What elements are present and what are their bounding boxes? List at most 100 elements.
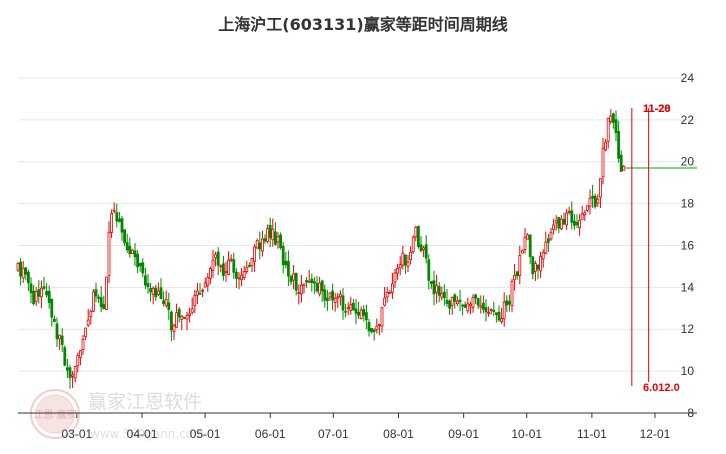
candle-down <box>149 288 153 293</box>
candle-up <box>21 267 25 279</box>
candle-up <box>502 301 506 320</box>
candle-down <box>66 367 69 371</box>
y-tick-label: 24 <box>681 71 695 85</box>
candle-down <box>60 335 64 345</box>
candle-up <box>71 374 74 377</box>
candle-up <box>604 141 607 151</box>
candle-up <box>107 231 111 276</box>
candle-up <box>393 272 397 283</box>
candle-up <box>112 209 116 212</box>
candle-down <box>427 259 431 281</box>
candle-up <box>180 315 184 320</box>
candle-up <box>307 280 311 283</box>
candle-down <box>120 218 124 233</box>
candle-down <box>118 218 121 222</box>
candle-up <box>596 198 600 204</box>
candle-down <box>403 254 407 266</box>
candle-up <box>401 252 405 266</box>
candle-up <box>521 249 524 254</box>
candle-down <box>154 287 158 298</box>
candle-up <box>175 312 179 328</box>
candle-down <box>177 308 181 318</box>
candle-down <box>547 238 550 243</box>
candle-up <box>266 228 270 242</box>
candle-up <box>606 118 610 142</box>
candle-down <box>494 312 498 315</box>
candle-up <box>609 115 613 122</box>
cycle-line-label: 11-20 <box>643 103 671 115</box>
candle-up <box>565 212 568 226</box>
candle-up <box>377 324 381 326</box>
candle-down <box>528 234 532 257</box>
candle-down <box>29 283 33 294</box>
y-tick-label: 20 <box>681 155 695 169</box>
watermark-seal: 江恩 赢家 <box>30 389 80 439</box>
candle-up <box>396 268 400 274</box>
candle-up <box>250 258 254 267</box>
candle-up <box>471 297 475 309</box>
candle-up <box>549 232 553 240</box>
candle-down <box>357 311 361 316</box>
candle-up <box>297 292 301 294</box>
candle-up <box>201 289 205 292</box>
candle-up <box>346 307 350 310</box>
candle-up <box>349 304 353 311</box>
candle-up <box>302 283 306 287</box>
candle-up <box>422 247 426 251</box>
candle-down <box>284 260 288 266</box>
candle-up <box>219 265 223 268</box>
candle-up <box>92 291 95 312</box>
y-tick-label: 22 <box>681 113 695 127</box>
candle-up <box>554 220 558 224</box>
candle-down <box>372 329 376 333</box>
candle-down <box>612 113 615 123</box>
candle-down <box>331 290 335 301</box>
candle-up <box>479 305 483 308</box>
candle-up <box>318 282 322 295</box>
candle-up <box>224 271 228 274</box>
candle-up <box>89 311 93 317</box>
y-tick-label: 18 <box>681 197 695 211</box>
candle-down <box>50 298 54 318</box>
candle-up <box>534 263 537 272</box>
candle-up <box>560 218 563 230</box>
candle-down <box>424 244 428 259</box>
candle-up <box>398 264 402 269</box>
candle-up <box>390 283 394 293</box>
candle-down <box>570 210 574 223</box>
x-tick-label: 10-01 <box>511 427 542 441</box>
candle-down <box>593 195 597 208</box>
candle-down <box>263 238 267 242</box>
candle-down <box>325 297 329 301</box>
cycle-line-label: 11-28 <box>643 103 671 115</box>
candle-down <box>416 225 420 247</box>
y-tick-label: 12 <box>681 322 695 336</box>
candle-down <box>557 216 561 229</box>
candle-up <box>245 267 249 272</box>
candle-up <box>414 226 418 238</box>
candle-down <box>476 297 480 306</box>
candle-down <box>536 264 540 270</box>
candle-down <box>531 256 535 275</box>
candle-up <box>336 296 340 299</box>
candle-up <box>237 277 241 280</box>
candle-down <box>419 244 423 251</box>
candle-down <box>167 302 171 310</box>
candle-down <box>247 265 251 267</box>
candle-up <box>110 213 113 233</box>
candle-up <box>541 252 545 260</box>
candle-up <box>188 313 192 316</box>
candle-down <box>42 286 46 289</box>
candle-down <box>55 323 59 340</box>
candle-up <box>411 236 415 253</box>
candle-down <box>442 291 446 299</box>
candles <box>16 109 626 389</box>
candle-up <box>466 303 470 312</box>
candle-down <box>281 245 285 266</box>
candle-up <box>380 307 384 327</box>
candle-down <box>26 271 30 284</box>
candle-down <box>320 280 324 292</box>
watermark-url: www.360gann.com <box>90 427 205 441</box>
